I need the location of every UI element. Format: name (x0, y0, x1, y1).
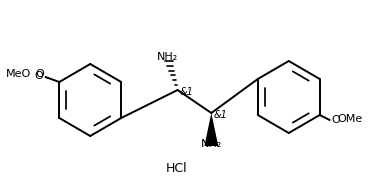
Text: O: O (331, 115, 340, 125)
Text: NH₂: NH₂ (157, 52, 178, 62)
Text: MeO: MeO (6, 69, 32, 79)
Text: NH₂: NH₂ (201, 139, 222, 149)
Text: HCl: HCl (166, 162, 187, 175)
Text: O: O (35, 71, 44, 81)
Text: OMe: OMe (338, 114, 363, 124)
Text: O: O (35, 69, 44, 79)
Text: &1: &1 (213, 110, 227, 120)
Polygon shape (204, 113, 218, 146)
Text: &1: &1 (180, 87, 193, 97)
